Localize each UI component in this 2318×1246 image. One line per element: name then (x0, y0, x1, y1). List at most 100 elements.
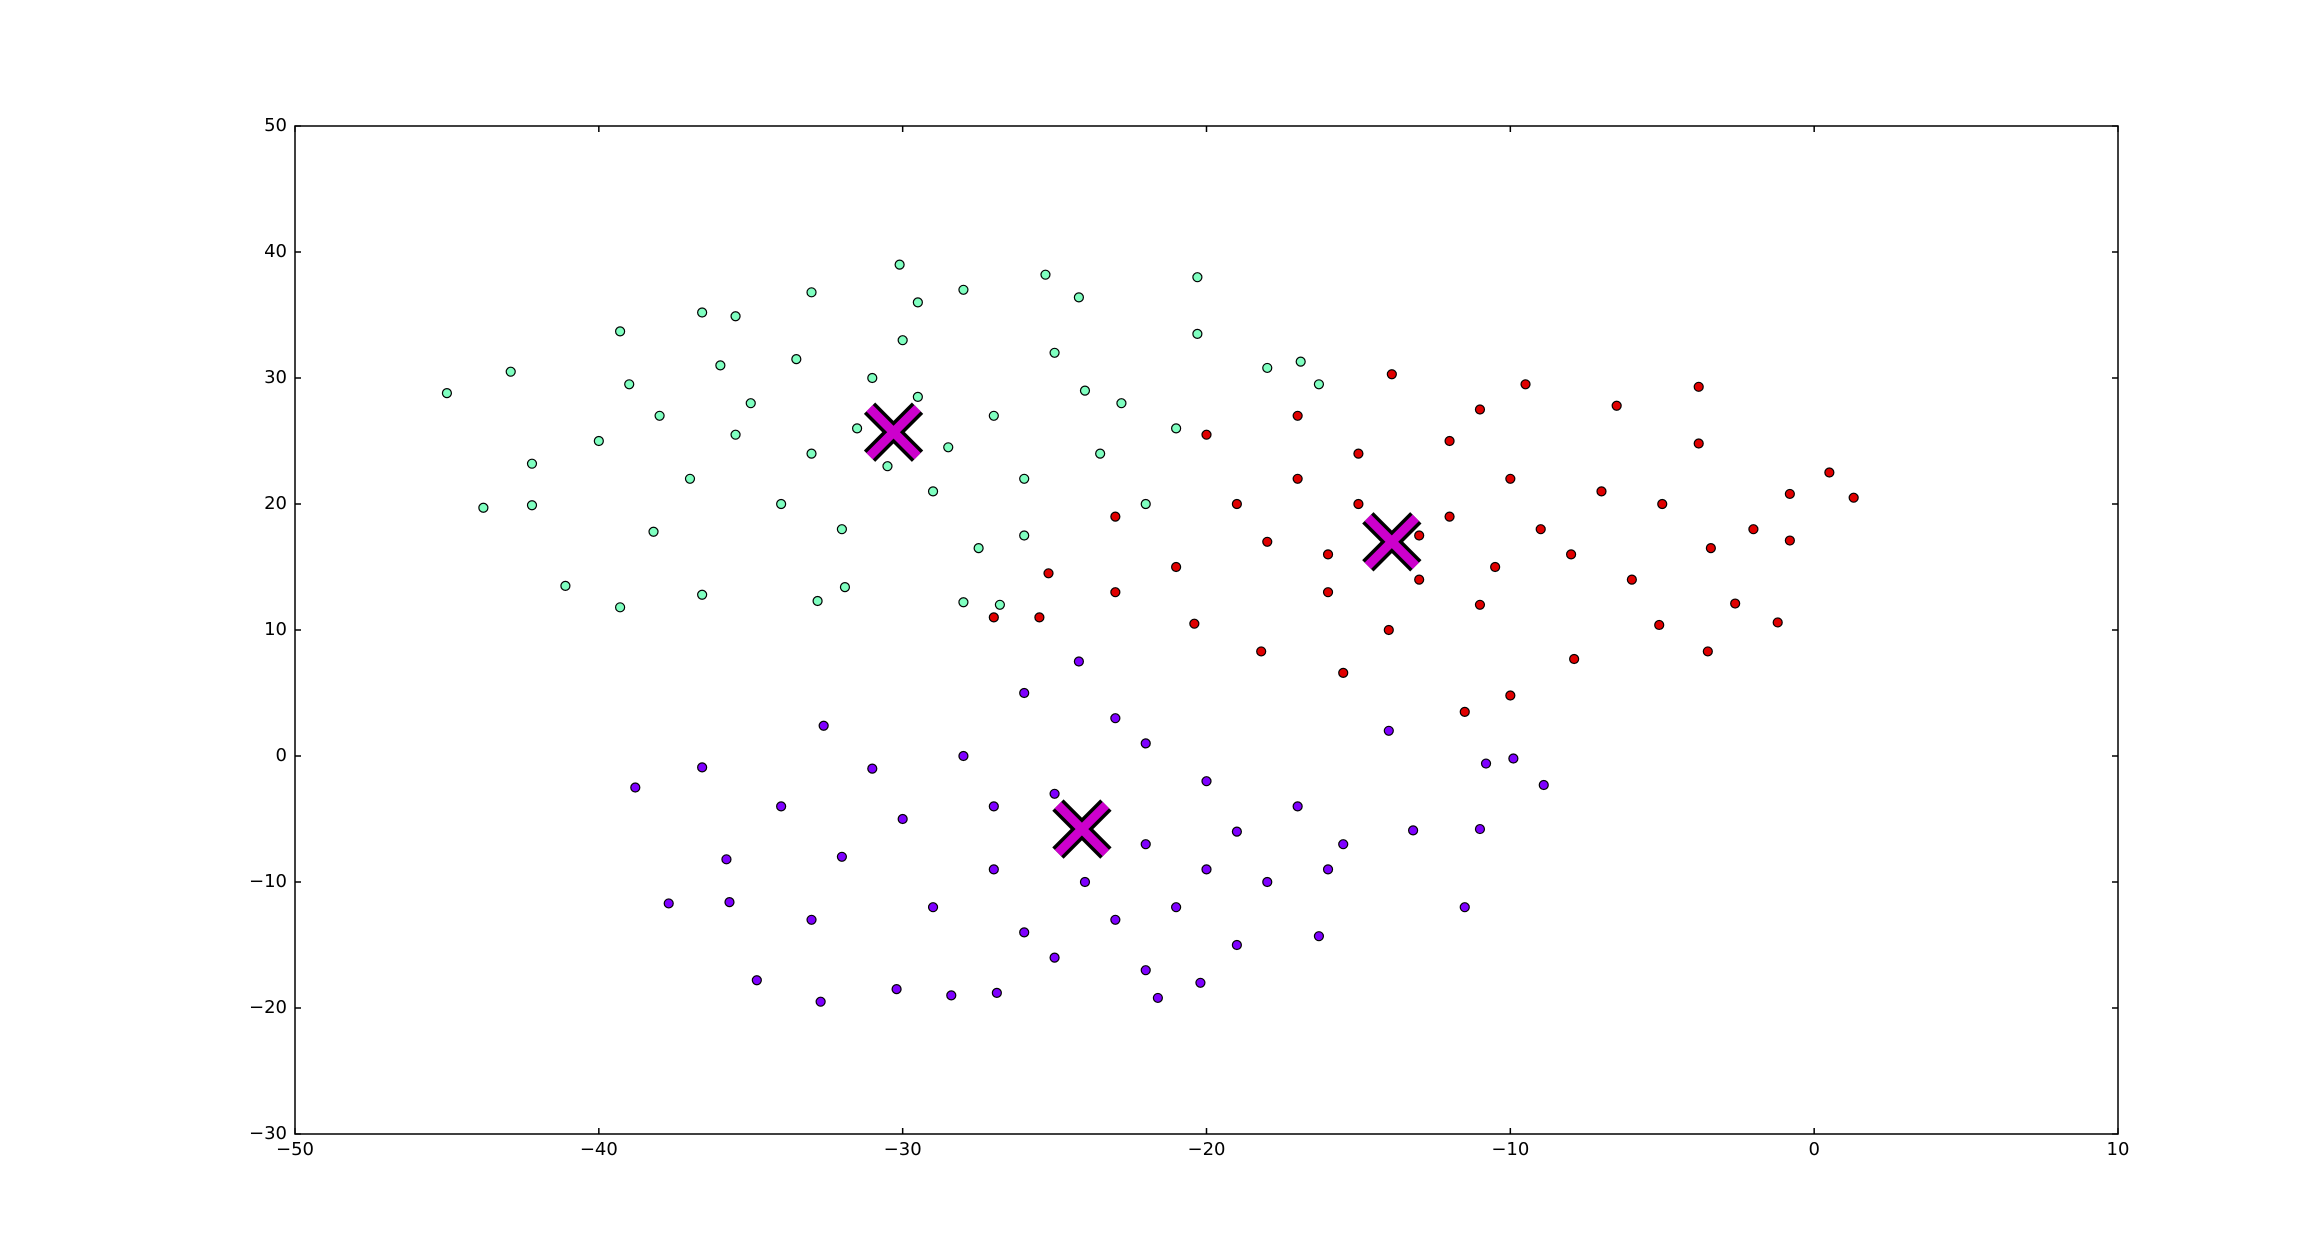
point (912, 297, 923, 308)
point (697, 762, 708, 773)
point (815, 996, 826, 1007)
point (894, 259, 905, 270)
point (991, 987, 1002, 998)
point (1474, 404, 1486, 415)
point (730, 429, 741, 440)
point (1705, 542, 1716, 554)
point (1019, 473, 1030, 484)
point (1201, 864, 1212, 875)
point (1654, 619, 1665, 631)
point (1256, 646, 1267, 657)
point (1459, 902, 1470, 913)
point (1152, 992, 1163, 1004)
point (1040, 269, 1051, 280)
point (1049, 788, 1060, 799)
x-tick-label: 10 (2107, 1139, 2130, 1160)
point (867, 372, 878, 384)
point (1295, 356, 1306, 367)
point (505, 366, 516, 377)
point (1784, 535, 1795, 546)
centroid-marker (863, 402, 924, 462)
point (1171, 902, 1182, 913)
point (1313, 379, 1325, 390)
point (1292, 801, 1303, 812)
point (1195, 977, 1206, 988)
point (897, 813, 908, 825)
point (615, 326, 626, 337)
y-tick-label: −30 (249, 1123, 287, 1144)
point (1353, 498, 1364, 510)
point (927, 486, 939, 497)
point (1383, 624, 1394, 636)
point (1824, 467, 1835, 478)
point (684, 473, 696, 484)
point (891, 983, 902, 995)
point (1520, 379, 1531, 390)
point (1693, 438, 1704, 449)
point (1189, 618, 1200, 629)
point (1171, 561, 1182, 573)
point (1505, 690, 1516, 701)
point (818, 720, 829, 731)
point (912, 391, 923, 402)
point (1565, 549, 1577, 560)
point (1596, 486, 1607, 497)
centroid-marker (1052, 799, 1112, 859)
point (1073, 656, 1084, 667)
point (1338, 839, 1349, 850)
point (1386, 369, 1397, 380)
point (1626, 574, 1637, 585)
point (988, 612, 999, 623)
y-tick-label: 10 (264, 619, 287, 640)
point (994, 599, 1005, 610)
y-tick-label: 40 (264, 241, 287, 262)
point (1043, 568, 1054, 579)
point (1693, 381, 1704, 392)
point (946, 990, 957, 1001)
point (1414, 574, 1425, 585)
point (1459, 706, 1470, 718)
point (776, 801, 787, 812)
point (1322, 549, 1334, 560)
point (526, 458, 538, 469)
point (1772, 617, 1783, 628)
point (663, 898, 674, 909)
point (715, 360, 726, 371)
point (806, 448, 817, 459)
point (973, 542, 984, 554)
point (730, 311, 741, 322)
point (1231, 498, 1242, 510)
point (1480, 758, 1492, 769)
point (1474, 599, 1486, 610)
point (1569, 653, 1580, 665)
point (478, 502, 489, 513)
point (648, 526, 659, 537)
point (1110, 511, 1121, 522)
point (1262, 362, 1273, 374)
point (1535, 524, 1546, 535)
y-tick-label: 30 (264, 367, 287, 388)
point (1730, 598, 1741, 609)
x-tick-label: 0 (1808, 1139, 1819, 1160)
point (1611, 400, 1622, 411)
point (1848, 492, 1859, 503)
point (1657, 498, 1668, 510)
point (1408, 825, 1419, 836)
point (988, 801, 999, 812)
point (615, 602, 626, 613)
point (1322, 864, 1334, 875)
point (630, 782, 641, 793)
y-tick-label: 20 (264, 493, 287, 514)
point (721, 854, 732, 865)
point (1414, 530, 1425, 541)
point (1313, 931, 1325, 942)
point (1444, 511, 1455, 522)
point (1192, 272, 1203, 283)
point (1192, 328, 1203, 339)
point (1292, 410, 1303, 421)
point (958, 284, 969, 295)
point (1505, 473, 1516, 484)
point (867, 763, 878, 774)
